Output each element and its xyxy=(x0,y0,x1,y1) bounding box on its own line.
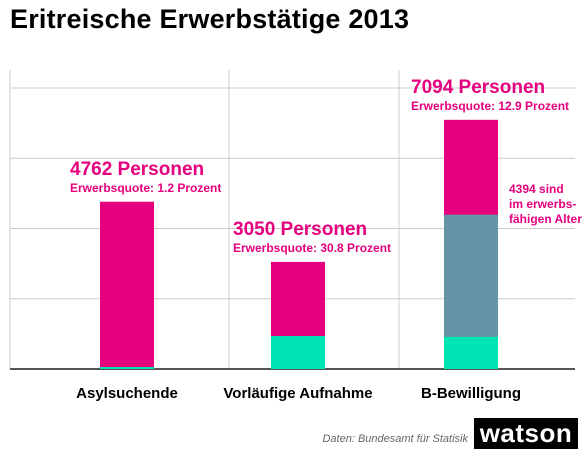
bar-total-0 xyxy=(100,201,154,369)
bar-total-label: 4762 Personen xyxy=(70,158,205,180)
bar-value-label-0: 4762 Personen Erwerbsquote: 1.2 Prozent xyxy=(70,159,221,196)
x-tick-label-1: Vorläufige Aufnahme xyxy=(223,385,372,402)
bar-value-label-2: 7094 Personen Erwerbsquote: 12.9 Prozent xyxy=(411,77,569,114)
bar-total-label: 3050 Personen xyxy=(233,218,368,240)
bar-employed-2 xyxy=(444,336,498,369)
watson-logo: watson xyxy=(474,418,578,449)
source-note: Daten: Bundesamt für Statisik xyxy=(322,433,468,445)
working-age-annotation: 4394 sind im erwerbs- fähigen Alter xyxy=(509,182,582,226)
x-tick-label-2: B-Bewilligung xyxy=(421,385,521,402)
bar-value-label-1: 3050 Personen Erwerbsquote: 30.8 Prozent xyxy=(233,219,391,256)
bar-rate-label: Erwerbsquote: 30.8 Prozent xyxy=(233,240,392,255)
x-tick-label-0: Asylsuchende xyxy=(76,385,178,402)
chart-title: Eritreische Erwerbstätige 2013 xyxy=(10,4,410,34)
bar-total-label: 7094 Personen xyxy=(411,76,546,98)
bar-employed-0 xyxy=(100,366,154,369)
bar-rate-label: Erwerbsquote: 1.2 Prozent xyxy=(70,180,222,195)
bar-employed-1 xyxy=(271,336,325,369)
bar-rate-label: Erwerbsquote: 12.9 Prozent xyxy=(411,98,570,113)
